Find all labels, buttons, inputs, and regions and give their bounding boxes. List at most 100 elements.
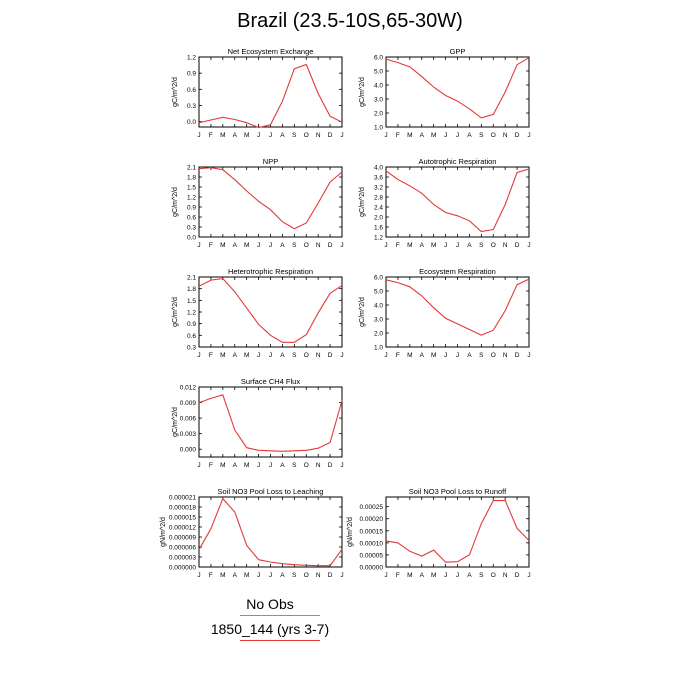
series-line (385, 278, 530, 336)
y-tick-label: 1.8 (187, 175, 196, 182)
y-tick-label: 0.6 (187, 87, 196, 94)
chart-panel: Soil NO3 Pool Loss to Runoff gN/m^2/d 0.00… (347, 487, 531, 579)
y-axis-label: gC/m^2/d (359, 187, 366, 217)
plot-frame (198, 496, 343, 568)
x-tick-label: J (340, 462, 343, 469)
x-tick-label: M (220, 242, 225, 249)
series-line (198, 497, 343, 567)
legend-line-run (240, 640, 320, 641)
x-tick-label: N (316, 352, 321, 359)
x-tick-label: O (491, 572, 496, 579)
panel-title: NPP (263, 157, 278, 166)
x-tick-label: N (503, 352, 508, 359)
y-tick-label: 0.000015 (169, 515, 196, 522)
chart-panel: Heterotrophic Respiration gC/m^2/d 2.1 1.8 1… (172, 267, 344, 359)
panel-title: Net Ecosystem Exchange (228, 47, 314, 56)
x-tick-label: J (197, 462, 200, 469)
y-tick-label: 0.00000 (360, 565, 384, 572)
x-tick-label: J (456, 132, 459, 139)
x-tick-label: M (407, 572, 412, 579)
y-axis-label: gC/m^2/d (172, 187, 179, 217)
x-tick-label: M (431, 132, 436, 139)
x-tick-label: N (316, 572, 321, 579)
x-tick-label: J (340, 572, 343, 579)
panel-title: Surface CH4 Flux (241, 377, 300, 386)
x-tick-label: J (197, 352, 200, 359)
x-tick-label: D (328, 352, 333, 359)
x-tick-label: J (269, 572, 272, 579)
x-tick-label: J (340, 352, 343, 359)
y-tick-label: 1.0 (374, 125, 383, 132)
y-tick-label: 1.2 (187, 195, 196, 202)
y-tick-label: 0.012 (180, 385, 197, 392)
y-tick-label: 1.2 (187, 55, 196, 62)
x-tick-label: A (233, 132, 238, 139)
x-tick-label: J (340, 242, 343, 249)
x-tick-label: J (257, 352, 260, 359)
x-tick-label: N (503, 132, 508, 139)
y-tick-label: 0.9 (187, 205, 196, 212)
y-tick-label: 0.00010 (360, 540, 384, 547)
page-title: Brazil (23.5-10S,65-30W) (237, 10, 463, 32)
x-tick-label: J (384, 242, 387, 249)
x-tick-label: A (467, 572, 472, 579)
panel-title: Soil NO3 Pool Loss to Leaching (218, 487, 324, 496)
x-tick-label: D (328, 572, 333, 579)
series-line (198, 394, 343, 452)
x-tick-label: J (456, 242, 459, 249)
x-tick-label: M (220, 132, 225, 139)
x-tick-label: S (292, 462, 297, 469)
x-tick-label: M (220, 462, 225, 469)
y-tick-label: 2.1 (187, 275, 196, 282)
x-tick-label: A (420, 352, 425, 359)
x-tick-label: J (269, 462, 272, 469)
x-tick-label: J (197, 132, 200, 139)
x-tick-label: A (420, 132, 425, 139)
y-tick-label: 2.0 (374, 331, 383, 338)
y-tick-label: 0.3 (187, 345, 196, 352)
x-tick-label: O (304, 352, 309, 359)
x-tick-label: O (491, 242, 496, 249)
y-tick-label: 3.0 (374, 97, 383, 104)
x-tick-label: A (280, 242, 285, 249)
x-tick-label: J (456, 572, 459, 579)
y-tick-label: 1.5 (187, 298, 196, 305)
x-tick-label: D (515, 352, 520, 359)
x-tick-label: M (244, 242, 249, 249)
y-tick-label: 0.00025 (360, 504, 384, 511)
y-tick-label: 0.000018 (169, 505, 196, 512)
x-tick-label: J (197, 242, 200, 249)
x-tick-label: A (280, 132, 285, 139)
x-tick-label: M (244, 352, 249, 359)
y-tick-label: 0.00005 (360, 552, 384, 559)
panel-title: Soil NO3 Pool Loss to Runoff (409, 487, 507, 496)
x-tick-label: S (292, 242, 297, 249)
x-tick-label: M (244, 572, 249, 579)
x-tick-label: J (257, 132, 260, 139)
x-tick-label: J (269, 242, 272, 249)
y-axis-label: gN/m^2/d (347, 517, 354, 547)
x-tick-label: D (328, 132, 333, 139)
x-tick-label: J (527, 572, 530, 579)
x-tick-label: F (396, 572, 400, 579)
x-tick-label: M (407, 132, 412, 139)
x-tick-label: D (515, 242, 520, 249)
y-tick-label: 3.6 (374, 175, 383, 182)
y-axis-label: gC/m^2/d (172, 77, 179, 107)
y-tick-label: 0.3 (187, 225, 196, 232)
series-line (385, 168, 530, 233)
y-tick-label: 5.0 (374, 69, 383, 76)
x-tick-label: S (292, 352, 297, 359)
x-tick-label: D (515, 572, 520, 579)
x-tick-label: A (420, 572, 425, 579)
x-tick-label: N (316, 462, 321, 469)
x-tick-label: F (209, 352, 213, 359)
x-tick-label: M (431, 352, 436, 359)
x-tick-label: J (527, 132, 530, 139)
x-tick-label: A (233, 242, 238, 249)
y-tick-label: 0.000009 (169, 535, 196, 542)
y-tick-label: 4.0 (374, 165, 383, 172)
x-tick-label: O (304, 132, 309, 139)
y-tick-label: 0.9 (187, 71, 196, 78)
y-tick-label: 1.0 (374, 345, 383, 352)
